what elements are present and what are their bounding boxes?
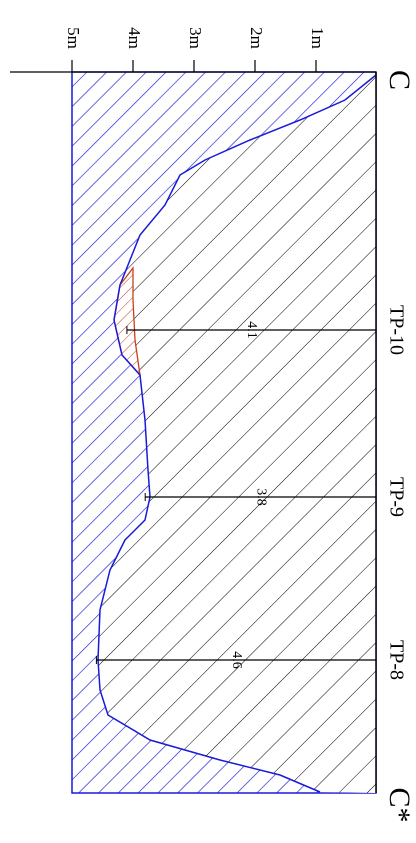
axis-tick-label: 1m xyxy=(308,27,327,49)
pit-depth: 4.6 xyxy=(229,651,244,669)
section-end: C* xyxy=(383,787,416,822)
boundary-line xyxy=(97,74,377,793)
axis-tick-label: 2m xyxy=(247,27,266,49)
pit-label: TP-10 xyxy=(385,305,407,355)
pit-label: TP-8 xyxy=(385,640,407,680)
axis-tick-label: 3m xyxy=(186,27,205,49)
axis-tick-label: 5m xyxy=(64,27,83,49)
pit-label: TP-9 xyxy=(385,477,407,517)
pit-depth: 3.8 xyxy=(253,488,268,506)
axis-tick-label: 4m xyxy=(125,27,144,49)
soil-layer xyxy=(98,75,376,793)
pit-depth: 4.1 xyxy=(244,321,259,339)
section-start: C xyxy=(383,70,416,90)
